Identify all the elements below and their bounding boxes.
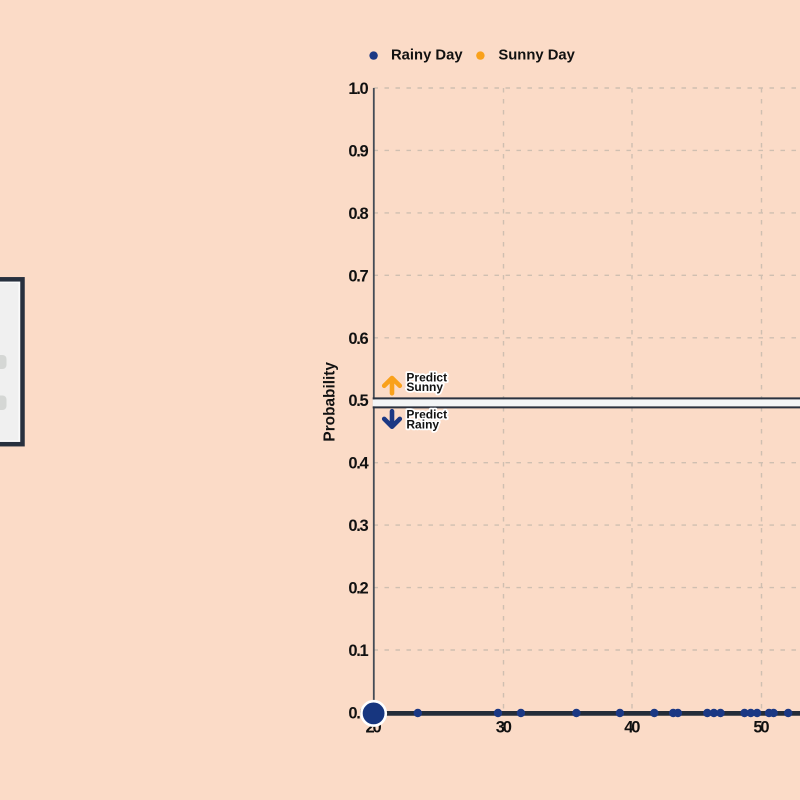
svg-text:0.8: 0.8 bbox=[348, 205, 368, 223]
svg-text:0.9: 0.9 bbox=[348, 142, 368, 160]
svg-text:1.0: 1.0 bbox=[348, 80, 368, 98]
svg-text:0.4: 0.4 bbox=[348, 455, 369, 473]
svg-text:Rainy: Rainy bbox=[406, 417, 439, 431]
svg-text:50: 50 bbox=[753, 719, 769, 737]
svg-text:Sunny: Sunny bbox=[406, 380, 443, 394]
svg-text:Probability: Probability bbox=[321, 362, 338, 442]
svg-text:Rainy Day: Rainy Day bbox=[391, 47, 463, 63]
svg-text:40: 40 bbox=[624, 719, 640, 737]
svg-text:0.5: 0.5 bbox=[348, 392, 368, 410]
svg-text:30: 30 bbox=[496, 719, 512, 737]
svg-text:0.6: 0.6 bbox=[348, 330, 368, 348]
svg-text:Predict: Predict bbox=[406, 408, 447, 422]
svg-text:0.1: 0.1 bbox=[348, 642, 368, 660]
svg-text:0.2: 0.2 bbox=[348, 580, 368, 598]
svg-text:Predict: Predict bbox=[406, 370, 447, 384]
svg-text:0.3: 0.3 bbox=[348, 517, 368, 535]
svg-text:Sunny Day: Sunny Day bbox=[498, 47, 575, 63]
svg-text:0.7: 0.7 bbox=[348, 267, 368, 285]
